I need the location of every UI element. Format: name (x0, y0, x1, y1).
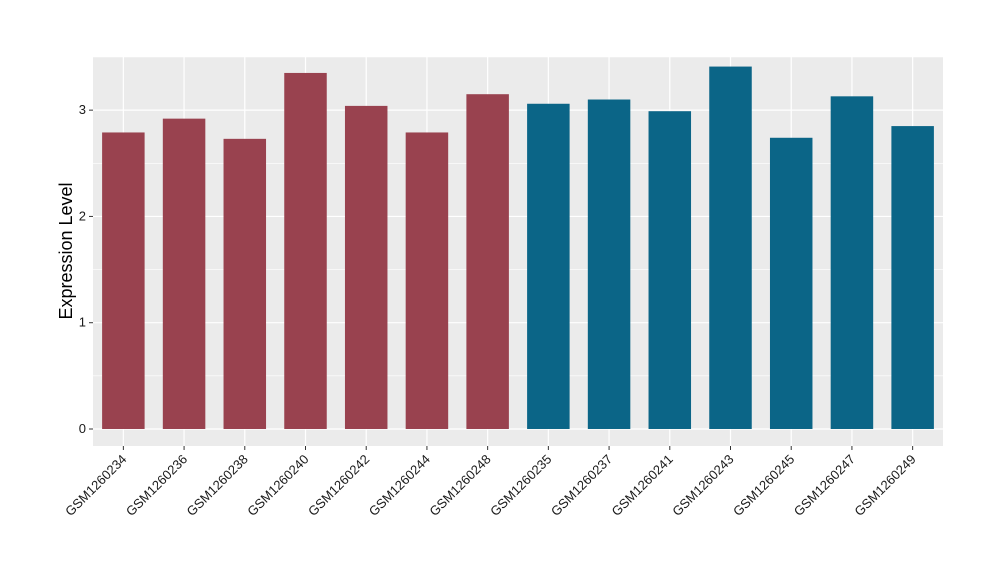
x-axis: GSM1260234GSM1260236GSM1260238GSM1260240… (62, 446, 919, 519)
bar-GSM1260237 (587, 99, 631, 429)
bar-GSM1260245 (769, 137, 813, 429)
bar-GSM1260236 (162, 118, 206, 429)
bar-GSM1260244 (405, 132, 449, 429)
y-tick-label: 0 (79, 421, 86, 436)
x-tick-label: GSM1260248 (426, 452, 493, 519)
y-tick-label: 2 (79, 208, 86, 223)
plot-panel (93, 57, 943, 446)
x-tick-label: GSM1260247 (791, 452, 858, 519)
x-tick-label: GSM1260243 (669, 452, 736, 519)
x-tick-label: GSM1260234 (62, 452, 129, 519)
x-tick-label: GSM1260241 (609, 452, 676, 519)
x-tick-label: GSM1260249 (851, 452, 918, 519)
bar-GSM1260242 (344, 105, 388, 429)
y-tick-label: 1 (79, 315, 86, 330)
bar-GSM1260240 (284, 72, 327, 429)
x-tick-label: GSM1260244 (366, 452, 433, 519)
y-axis-title: Expression Level (56, 182, 76, 319)
bar-GSM1260235 (527, 103, 570, 429)
x-tick-label: GSM1260236 (123, 452, 190, 519)
x-tick-label: GSM1260238 (184, 452, 251, 519)
bars (102, 66, 934, 429)
bar-GSM1260241 (648, 111, 692, 429)
x-tick-label: GSM1260245 (730, 452, 797, 519)
x-tick-label: GSM1260237 (548, 452, 615, 519)
bar-GSM1260248 (466, 94, 509, 429)
y-tick-label: 3 (79, 102, 86, 117)
x-tick-label: GSM1260235 (487, 452, 554, 519)
bar-GSM1260247 (830, 96, 874, 429)
y-axis: 0 1 2 3 (79, 102, 93, 436)
bar-GSM1260238 (223, 138, 267, 429)
bar-GSM1260234 (102, 132, 145, 429)
bar-GSM1260243 (709, 66, 752, 429)
bar-GSM1260249 (891, 126, 934, 429)
x-tick-label: GSM1260242 (305, 452, 372, 519)
x-tick-label: GSM1260240 (244, 452, 311, 519)
